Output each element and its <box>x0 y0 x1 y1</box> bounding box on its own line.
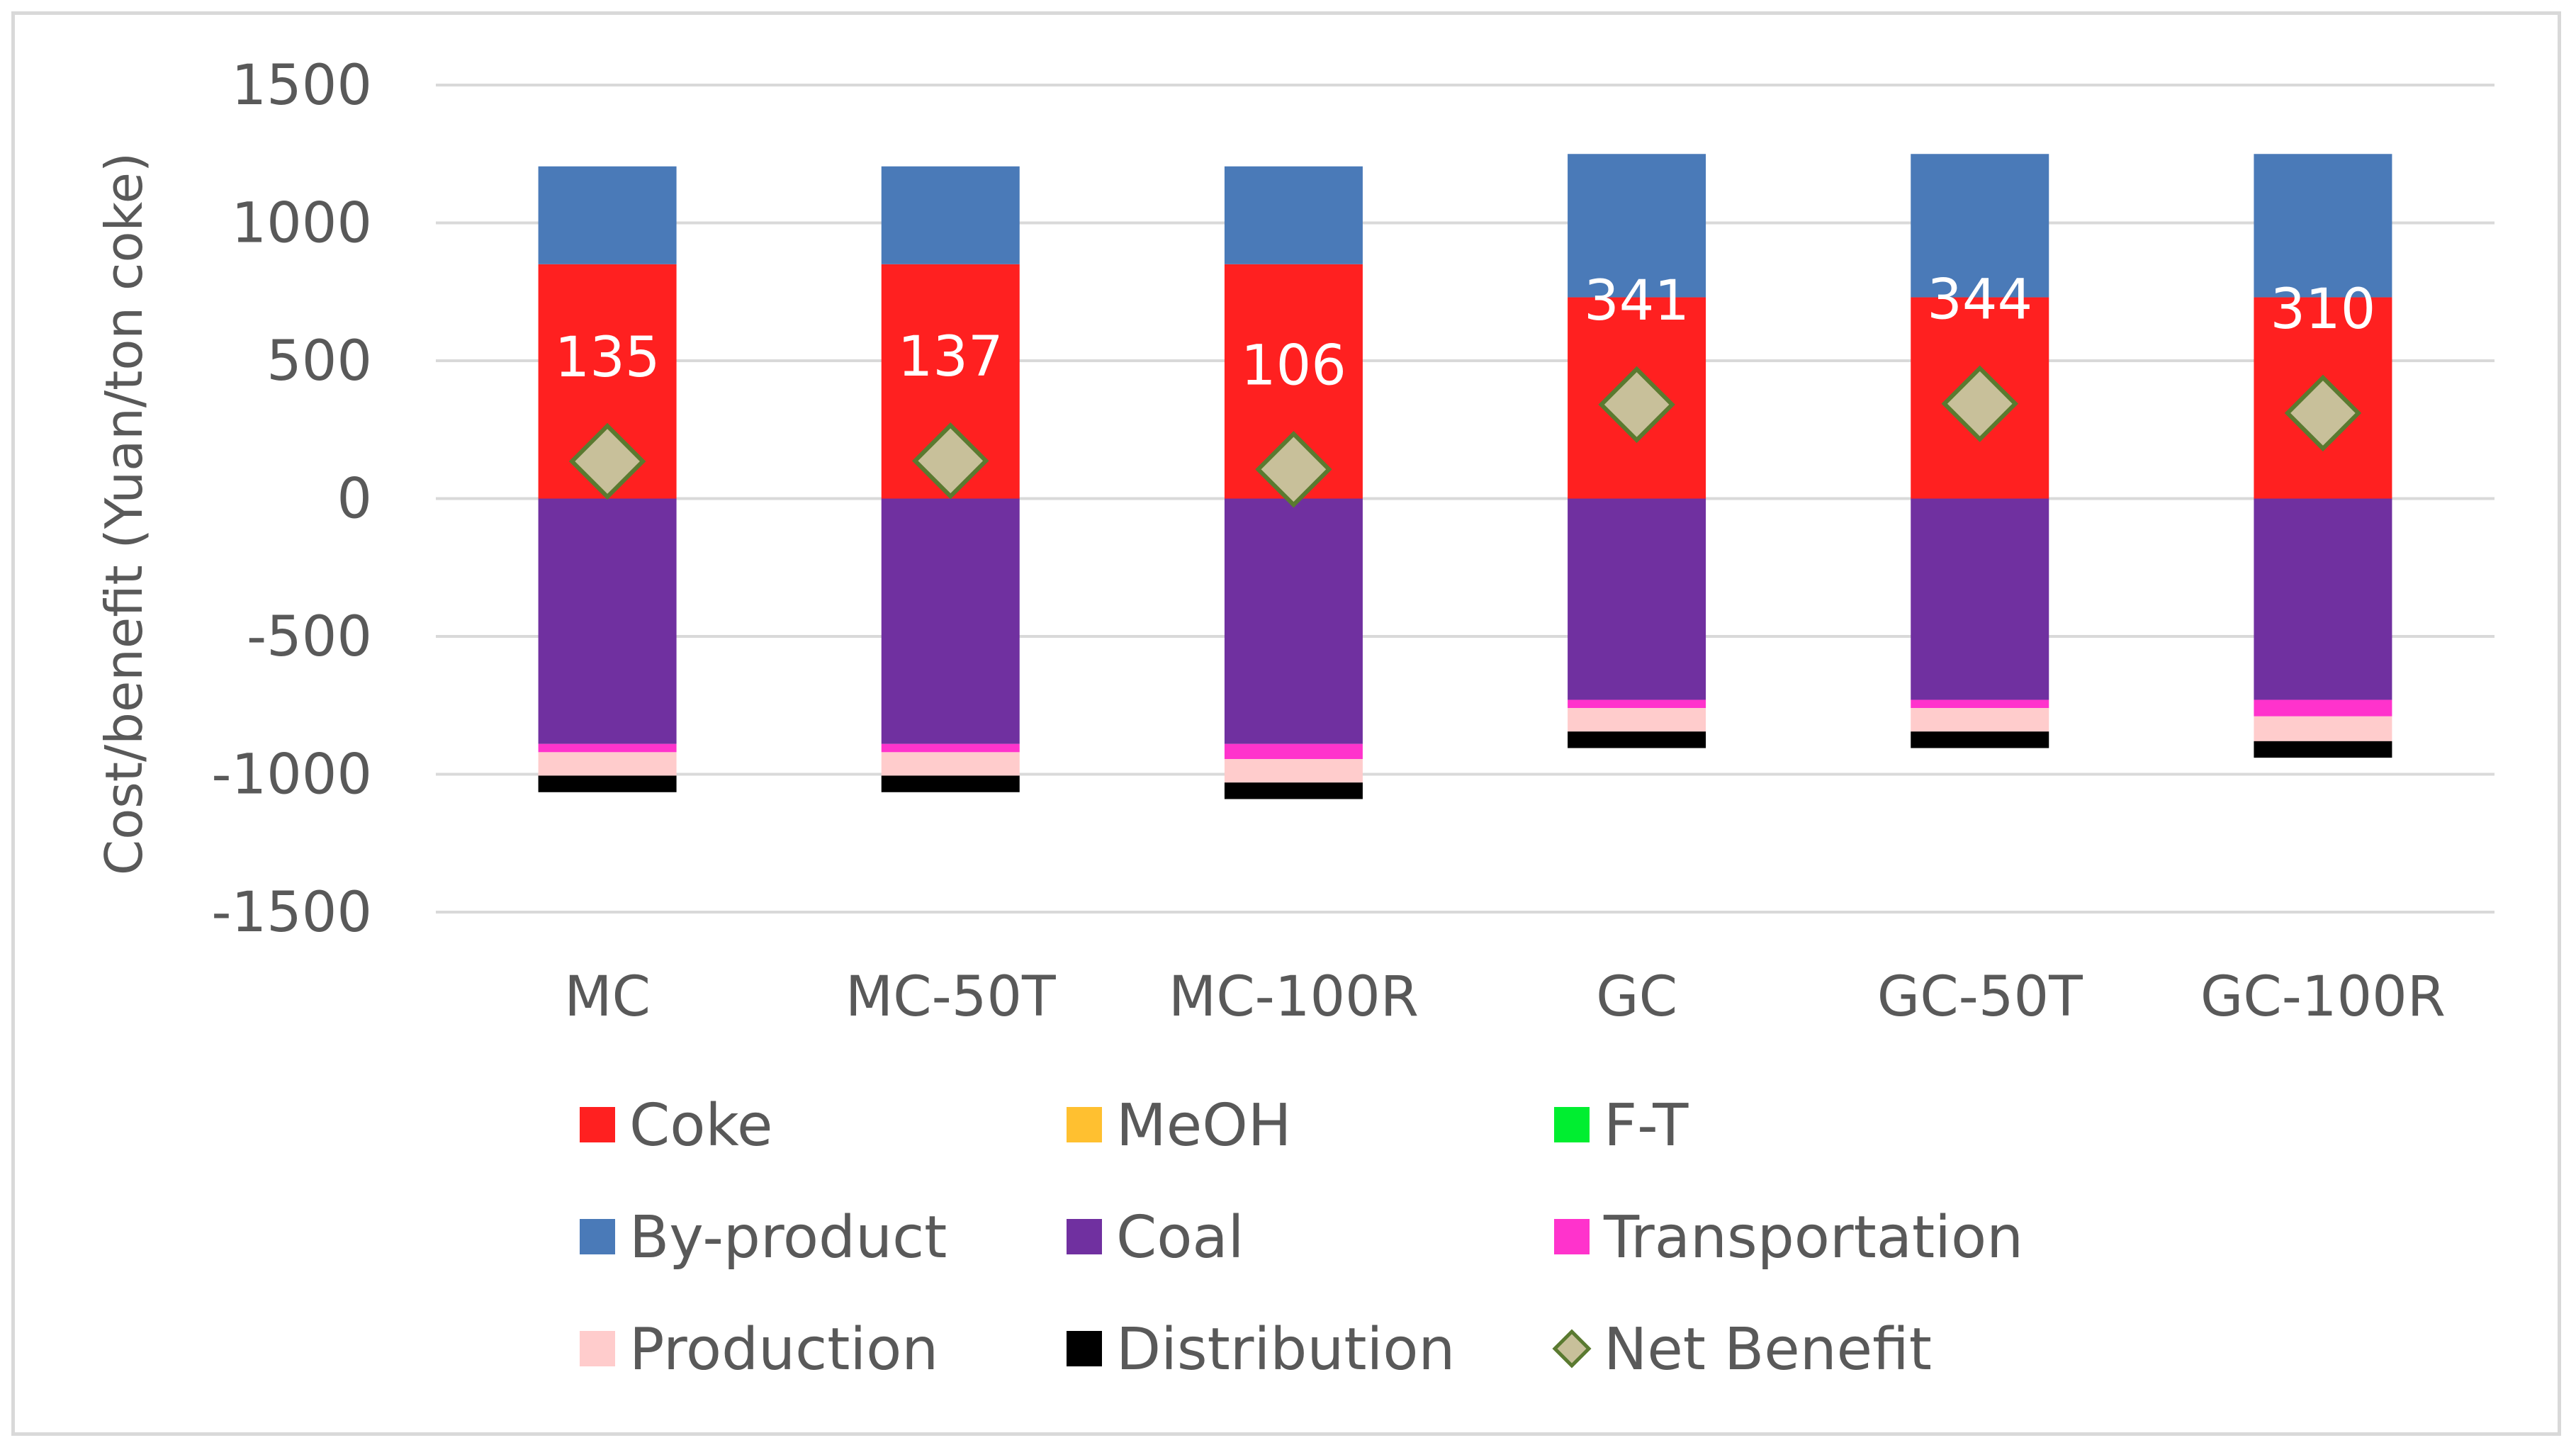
net-benefit-markers <box>568 365 2362 508</box>
bar-production-gc-50t <box>1911 708 2049 732</box>
legend-swatch <box>1067 1331 1102 1366</box>
bar-transportation-mc-50t <box>881 743 1020 753</box>
bar-production-gc <box>1568 708 1706 732</box>
bar-distribution-mc <box>538 775 677 792</box>
x-category-label: GC <box>1596 965 1677 1029</box>
legend-item-coke: Coke <box>580 1092 772 1159</box>
bar-by-product-gc-50t <box>1911 154 2049 298</box>
legend-label: Net Benefit <box>1604 1316 1932 1383</box>
legend-item-by-product: By-product <box>580 1204 947 1271</box>
net-benefit-label: 137 <box>898 325 1003 389</box>
legend-label: Transportation <box>1603 1204 2023 1271</box>
legend-label: F-T <box>1604 1092 1689 1159</box>
bar-coal-mc-100r <box>1224 498 1363 744</box>
bar-by-product-gc-100r <box>2254 154 2392 298</box>
y-tick-label: -1500 <box>211 881 372 945</box>
legend-swatch <box>580 1107 615 1142</box>
bar-coal-mc-50t <box>881 498 1020 744</box>
legend-label: Distribution <box>1116 1316 1455 1383</box>
bar-by-product-mc-100r <box>1224 166 1363 264</box>
legend-swatch <box>1067 1107 1102 1142</box>
legend-label: Production <box>629 1316 938 1383</box>
bar-coal-gc <box>1568 498 1706 700</box>
bar-transportation-gc <box>1568 699 1706 709</box>
net-benefit-marker <box>1941 365 2018 442</box>
legend-label: MeOH <box>1116 1092 1291 1159</box>
net-benefit-marker <box>568 422 646 500</box>
net-benefit-marker <box>2284 374 2362 452</box>
net-benefit-label: 310 <box>2270 278 2375 342</box>
legend: Coke MeOH F-T By-product Coal Transportation P… <box>580 1092 2023 1383</box>
legend-swatch <box>580 1219 615 1254</box>
net-benefit-marker <box>912 422 989 500</box>
net-benefit-label: 135 <box>555 326 660 390</box>
legend-item-production: Production <box>580 1316 938 1383</box>
bar-distribution-gc-100r <box>2254 741 2392 758</box>
y-axis-ticks: 1500 1000 500 0 -500 -1000 -1500 <box>211 54 372 945</box>
net-benefit-marker <box>1598 366 1675 444</box>
bar-by-product-mc-50t <box>881 166 1020 264</box>
bar-by-product-gc <box>1568 154 1706 298</box>
data-labels: 135 137 106 341 344 310 <box>555 269 2376 398</box>
bar-by-product-mc <box>538 166 677 264</box>
y-tick-label: -500 <box>247 605 372 669</box>
legend-item-distribution: Distribution <box>1067 1316 1455 1383</box>
legend-item-meoh: MeOH <box>1067 1092 1291 1159</box>
x-category-label: MC-50T <box>845 965 1056 1029</box>
bar-production-mc-50t <box>881 752 1020 776</box>
y-tick-label: 1500 <box>231 54 372 118</box>
bar-transportation-gc-50t <box>1911 699 2049 709</box>
bar-transportation-gc-100r <box>2254 699 2392 716</box>
bar-production-mc-100r <box>1224 759 1363 783</box>
bars <box>538 154 2392 799</box>
net-benefit-label: 344 <box>1927 269 2032 332</box>
legend-label: By-product <box>629 1204 947 1271</box>
x-category-label: GC-50T <box>1877 965 2083 1029</box>
bar-coal-mc <box>538 498 677 744</box>
bar-distribution-mc-100r <box>1224 782 1363 799</box>
bar-coal-gc-100r <box>2254 498 2392 700</box>
legend-swatch <box>1067 1219 1102 1254</box>
x-category-label: MC-100R <box>1169 965 1419 1029</box>
y-axis-title: Cost/benefit (Yuan/ton coke) <box>94 152 154 875</box>
bar-production-gc-100r <box>2254 716 2392 741</box>
legend-item-f-t: F-T <box>1554 1092 1689 1159</box>
y-tick-label: 0 <box>337 468 372 532</box>
bar-transportation-mc-100r <box>1224 743 1363 760</box>
legend-swatch <box>1552 1329 1592 1368</box>
bar-transportation-mc <box>538 743 677 753</box>
legend-item-coal: Coal <box>1067 1204 1244 1271</box>
bar-coal-gc-50t <box>1911 498 2049 700</box>
y-tick-label: -1000 <box>211 743 372 807</box>
x-category-label: GC-100R <box>2200 965 2446 1029</box>
net-benefit-label: 341 <box>1584 269 1689 333</box>
legend-swatch <box>1554 1219 1590 1254</box>
y-tick-label: 500 <box>266 330 372 393</box>
gridlines <box>436 84 2495 914</box>
legend-item-transportation: Transportation <box>1554 1204 2023 1271</box>
legend-label: Coke <box>629 1092 772 1159</box>
x-axis-categories: MC MC-50T MC-100R GC GC-50T GC-100R <box>564 965 2446 1029</box>
y-tick-label: 1000 <box>231 192 372 256</box>
legend-item-net-benefit: Net Benefit <box>1552 1316 1932 1383</box>
legend-label: Coal <box>1116 1204 1244 1271</box>
net-benefit-marker <box>1255 431 1332 508</box>
bar-distribution-gc <box>1568 731 1706 748</box>
x-category-label: MC <box>564 965 651 1029</box>
bar-distribution-gc-50t <box>1911 731 2049 748</box>
bar-distribution-mc-50t <box>881 775 1020 792</box>
legend-swatch <box>1554 1107 1590 1142</box>
legend-swatch <box>580 1331 615 1366</box>
bar-production-mc <box>538 752 677 776</box>
net-benefit-label: 106 <box>1241 334 1346 398</box>
